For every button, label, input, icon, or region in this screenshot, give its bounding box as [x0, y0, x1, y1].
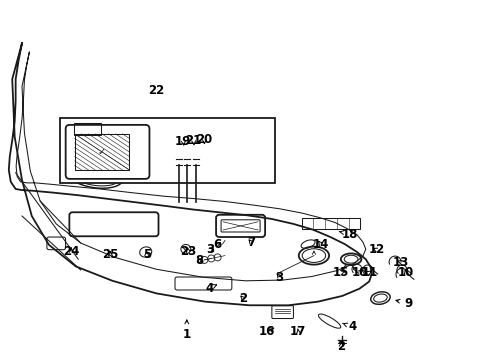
- Text: 15: 15: [332, 266, 349, 279]
- Bar: [74, 123, 101, 135]
- FancyBboxPatch shape: [216, 215, 264, 237]
- Text: 14: 14: [312, 238, 328, 251]
- Text: 5: 5: [142, 248, 150, 261]
- Text: 21: 21: [185, 134, 202, 147]
- Text: 22: 22: [148, 84, 164, 97]
- Text: 8: 8: [195, 254, 203, 267]
- Text: 10: 10: [351, 266, 367, 279]
- Text: 23: 23: [180, 245, 196, 258]
- Text: 4: 4: [342, 320, 355, 333]
- Bar: [60, 118, 274, 183]
- Text: 24: 24: [63, 245, 80, 258]
- Text: 3: 3: [206, 243, 214, 256]
- Text: 18: 18: [339, 228, 358, 240]
- Text: 7: 7: [247, 236, 255, 249]
- Text: 10: 10: [397, 266, 413, 279]
- Text: 9: 9: [395, 297, 411, 310]
- Text: 17: 17: [289, 325, 306, 338]
- Text: 2: 2: [239, 292, 247, 305]
- Text: 6: 6: [213, 238, 221, 251]
- FancyBboxPatch shape: [271, 306, 293, 319]
- Text: 12: 12: [367, 243, 384, 256]
- Text: 1: 1: [183, 320, 190, 341]
- Text: 13: 13: [392, 256, 408, 269]
- Text: 20: 20: [196, 133, 212, 146]
- Bar: [75, 134, 129, 170]
- Text: 19: 19: [175, 135, 191, 148]
- Text: 11: 11: [361, 266, 377, 279]
- Text: 3: 3: [275, 271, 283, 284]
- Text: 25: 25: [102, 248, 119, 261]
- Bar: [301, 218, 360, 229]
- Text: ✓: ✓: [98, 147, 106, 157]
- Text: 2: 2: [337, 340, 345, 353]
- Text: 4: 4: [205, 282, 216, 294]
- Text: 16: 16: [258, 325, 274, 338]
